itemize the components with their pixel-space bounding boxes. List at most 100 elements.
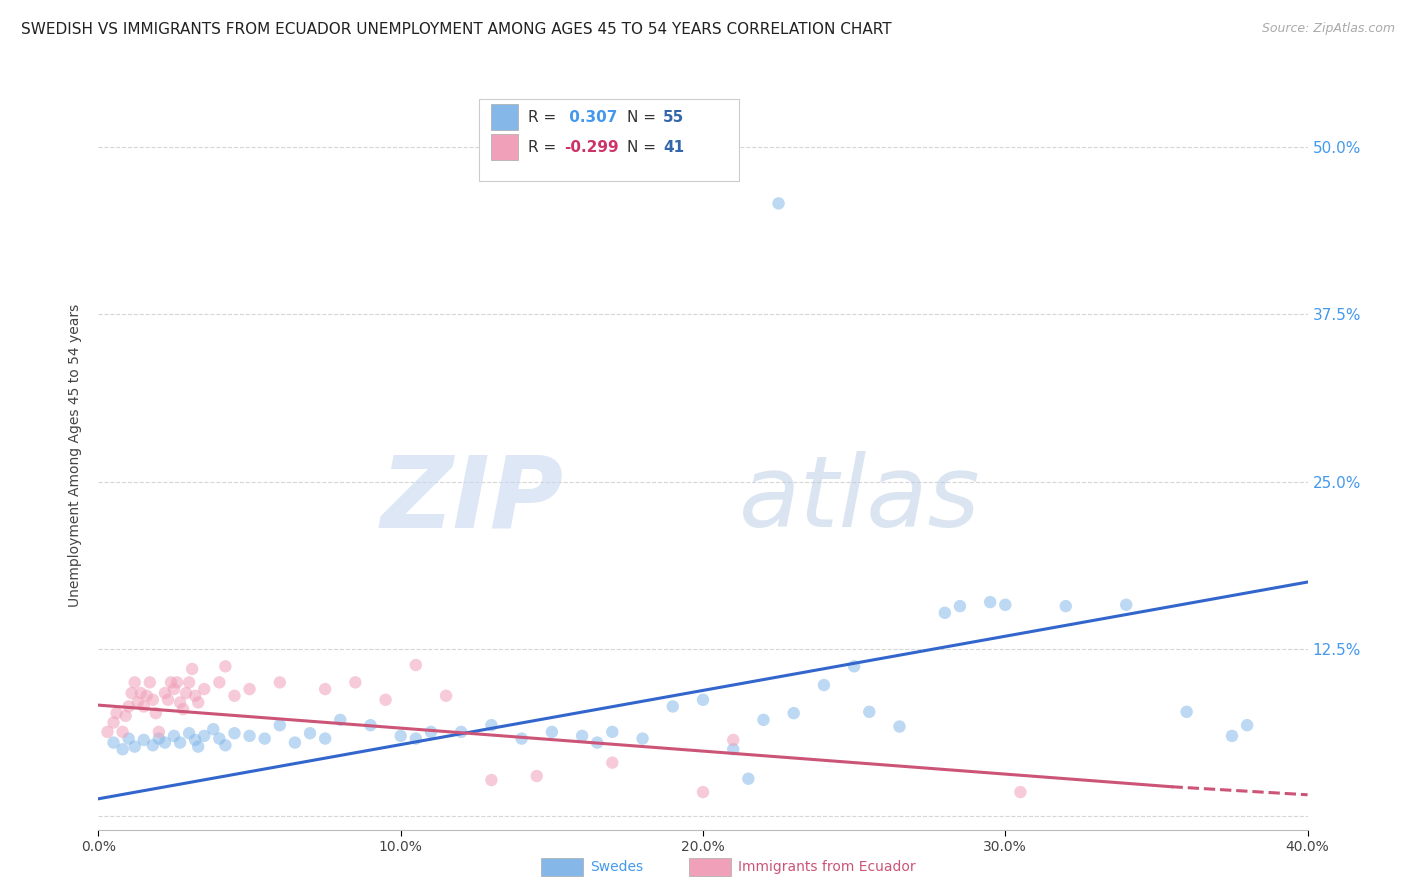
Point bbox=[314, 731, 336, 746]
Point bbox=[118, 731, 141, 746]
Point bbox=[481, 718, 503, 732]
Point bbox=[692, 785, 714, 799]
Point bbox=[132, 699, 155, 714]
Point bbox=[156, 693, 179, 707]
FancyBboxPatch shape bbox=[479, 99, 740, 181]
Text: 55: 55 bbox=[664, 110, 685, 125]
Point bbox=[979, 595, 1001, 609]
Point bbox=[329, 713, 352, 727]
Text: ZIP: ZIP bbox=[381, 451, 564, 549]
Point bbox=[153, 686, 176, 700]
Text: Swedes: Swedes bbox=[591, 860, 644, 874]
Point bbox=[858, 705, 880, 719]
Point bbox=[299, 726, 322, 740]
Text: N =: N = bbox=[627, 110, 661, 125]
Point bbox=[179, 675, 201, 690]
Point bbox=[269, 675, 291, 690]
Point bbox=[1115, 598, 1137, 612]
Point bbox=[783, 706, 806, 721]
Point bbox=[269, 718, 291, 732]
Point bbox=[105, 706, 128, 721]
Point bbox=[166, 675, 188, 690]
Point bbox=[132, 733, 155, 747]
Point bbox=[949, 599, 972, 614]
Point bbox=[405, 731, 427, 746]
Point bbox=[661, 699, 683, 714]
Point bbox=[1175, 705, 1198, 719]
Point bbox=[148, 724, 170, 739]
Bar bbox=[492, 104, 517, 130]
Point bbox=[631, 731, 654, 746]
Point bbox=[214, 739, 236, 753]
Point bbox=[602, 724, 624, 739]
Point bbox=[124, 739, 146, 754]
Point bbox=[184, 733, 207, 747]
Point bbox=[114, 708, 136, 723]
Text: 0.307: 0.307 bbox=[564, 110, 617, 125]
Point bbox=[187, 739, 209, 754]
Point bbox=[510, 731, 533, 746]
Point bbox=[103, 715, 125, 730]
Point bbox=[153, 735, 176, 749]
Point bbox=[1010, 785, 1032, 799]
Point bbox=[181, 662, 204, 676]
Point bbox=[208, 731, 231, 746]
Point bbox=[434, 689, 457, 703]
Point bbox=[193, 682, 215, 697]
Point bbox=[1236, 718, 1258, 732]
Point bbox=[208, 675, 231, 690]
Point bbox=[193, 729, 215, 743]
Point bbox=[450, 724, 472, 739]
Point bbox=[813, 678, 835, 692]
Point bbox=[163, 682, 186, 697]
Text: 41: 41 bbox=[664, 140, 685, 155]
Text: -0.299: -0.299 bbox=[564, 140, 619, 155]
Y-axis label: Unemployment Among Ages 45 to 54 years: Unemployment Among Ages 45 to 54 years bbox=[69, 303, 83, 607]
Point bbox=[723, 742, 745, 756]
Point bbox=[129, 686, 152, 700]
Point bbox=[360, 718, 382, 732]
Point bbox=[148, 731, 170, 746]
Point bbox=[389, 729, 412, 743]
Point bbox=[571, 729, 593, 743]
Point bbox=[540, 724, 562, 739]
Point bbox=[111, 724, 134, 739]
Point bbox=[139, 675, 162, 690]
Point bbox=[934, 606, 956, 620]
Point bbox=[118, 699, 141, 714]
Point bbox=[142, 693, 165, 707]
Point bbox=[844, 659, 866, 673]
Text: R =: R = bbox=[527, 110, 561, 125]
Point bbox=[1220, 729, 1243, 743]
Point bbox=[481, 772, 503, 788]
Point bbox=[202, 723, 225, 737]
Point bbox=[174, 686, 197, 700]
Point bbox=[172, 702, 194, 716]
Point bbox=[145, 706, 167, 721]
Point bbox=[214, 659, 236, 673]
Point bbox=[994, 598, 1017, 612]
Point bbox=[239, 682, 262, 697]
Point bbox=[127, 696, 149, 710]
Text: SWEDISH VS IMMIGRANTS FROM ECUADOR UNEMPLOYMENT AMONG AGES 45 TO 54 YEARS CORREL: SWEDISH VS IMMIGRANTS FROM ECUADOR UNEMP… bbox=[21, 22, 891, 37]
Point bbox=[889, 719, 911, 733]
Text: Immigrants from Ecuador: Immigrants from Ecuador bbox=[738, 860, 915, 874]
Point bbox=[103, 735, 125, 749]
Point bbox=[96, 724, 118, 739]
Point bbox=[586, 735, 609, 749]
Point bbox=[163, 729, 186, 743]
Point bbox=[253, 731, 276, 746]
Point bbox=[224, 689, 246, 703]
Point bbox=[752, 713, 775, 727]
Text: R =: R = bbox=[527, 140, 561, 155]
Point bbox=[768, 196, 790, 211]
Point bbox=[602, 756, 624, 770]
Point bbox=[692, 693, 714, 707]
Point bbox=[374, 693, 396, 707]
Text: atlas: atlas bbox=[740, 451, 981, 549]
Point bbox=[160, 675, 183, 690]
Point bbox=[142, 739, 165, 753]
Point bbox=[179, 726, 201, 740]
Point bbox=[420, 724, 443, 739]
Point bbox=[135, 689, 157, 703]
